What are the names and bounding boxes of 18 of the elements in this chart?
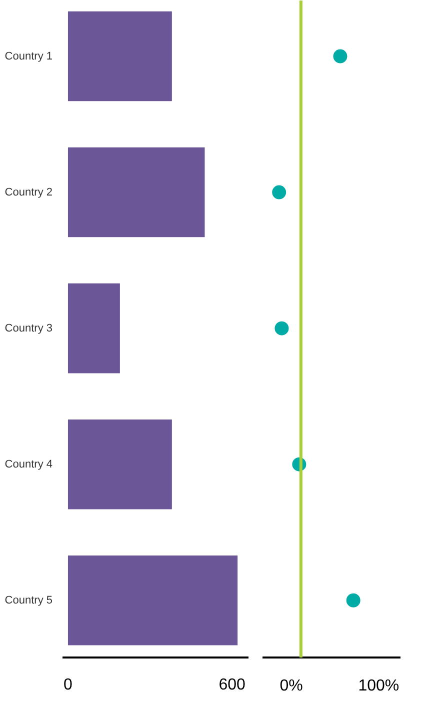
- bar: [68, 555, 238, 646]
- y-tick-label: Country 2: [4, 186, 53, 198]
- bar: [68, 419, 172, 510]
- point: [333, 49, 348, 64]
- y-tick-label: Country 5: [4, 594, 53, 606]
- point: [346, 593, 360, 608]
- point: [274, 321, 289, 336]
- x-tick-label: 0%: [280, 678, 303, 694]
- y-tick-label: Country 1: [4, 50, 53, 62]
- point: [272, 185, 286, 200]
- bar: [68, 147, 205, 238]
- x-tick-label: 0: [64, 676, 73, 694]
- x-tick-label: 600: [218, 676, 246, 694]
- bar: [68, 11, 172, 102]
- x-tick-label: 100%: [358, 678, 400, 694]
- y-tick-label: Country 4: [4, 458, 53, 470]
- bar: [68, 283, 120, 374]
- y-tick-label: Country 3: [4, 322, 53, 334]
